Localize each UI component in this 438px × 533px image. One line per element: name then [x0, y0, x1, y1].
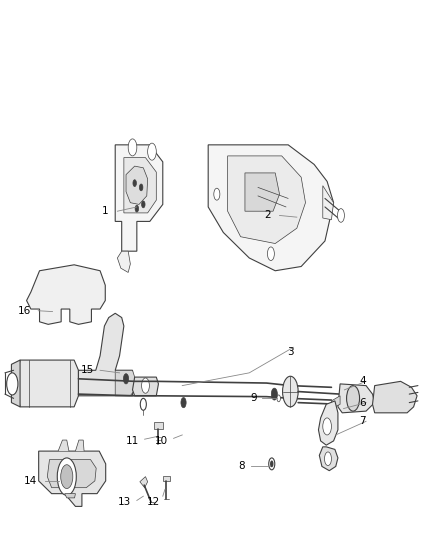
Text: 4: 4: [360, 376, 366, 386]
Polygon shape: [126, 166, 148, 204]
Circle shape: [325, 452, 332, 465]
Polygon shape: [154, 422, 163, 429]
Circle shape: [323, 418, 332, 435]
Polygon shape: [78, 313, 133, 396]
Circle shape: [338, 208, 344, 222]
Text: 9: 9: [251, 392, 257, 402]
Polygon shape: [163, 476, 170, 481]
Circle shape: [270, 461, 273, 467]
Text: 3: 3: [287, 346, 293, 357]
Polygon shape: [372, 381, 417, 413]
Polygon shape: [27, 265, 105, 325]
Circle shape: [133, 180, 136, 187]
Polygon shape: [75, 440, 84, 451]
Circle shape: [346, 385, 360, 411]
Polygon shape: [245, 173, 279, 211]
Circle shape: [141, 378, 149, 393]
Polygon shape: [115, 145, 163, 251]
Circle shape: [283, 376, 298, 407]
Text: 13: 13: [117, 497, 131, 507]
Text: 11: 11: [125, 436, 138, 446]
Polygon shape: [47, 459, 96, 488]
Polygon shape: [65, 494, 75, 498]
Text: 16: 16: [18, 306, 31, 316]
Text: 15: 15: [80, 365, 94, 375]
Circle shape: [181, 398, 186, 408]
Circle shape: [214, 188, 220, 200]
Polygon shape: [338, 384, 374, 413]
Circle shape: [61, 465, 73, 489]
Text: 14: 14: [24, 476, 37, 486]
Circle shape: [140, 398, 146, 410]
Polygon shape: [11, 360, 20, 407]
Text: 12: 12: [146, 497, 160, 507]
Circle shape: [7, 373, 18, 395]
Circle shape: [277, 395, 280, 402]
Polygon shape: [39, 451, 106, 506]
Polygon shape: [18, 360, 78, 407]
Polygon shape: [140, 477, 148, 488]
Text: 10: 10: [155, 436, 168, 446]
Circle shape: [269, 458, 275, 470]
Polygon shape: [58, 440, 69, 451]
Polygon shape: [117, 251, 131, 272]
Text: 1: 1: [102, 206, 109, 216]
Polygon shape: [319, 447, 338, 471]
Circle shape: [268, 247, 274, 261]
Polygon shape: [124, 158, 156, 213]
Circle shape: [57, 458, 76, 495]
Polygon shape: [208, 145, 334, 271]
Polygon shape: [318, 401, 338, 445]
Circle shape: [141, 201, 145, 208]
Circle shape: [128, 139, 137, 156]
Text: 7: 7: [360, 416, 366, 426]
Polygon shape: [332, 396, 340, 409]
Polygon shape: [133, 377, 159, 396]
Circle shape: [124, 374, 129, 384]
Text: 6: 6: [360, 398, 366, 408]
Text: 8: 8: [238, 462, 245, 471]
Polygon shape: [115, 370, 134, 396]
Circle shape: [135, 205, 138, 212]
Circle shape: [139, 184, 143, 191]
Polygon shape: [228, 156, 305, 244]
Circle shape: [271, 388, 277, 400]
Text: 2: 2: [264, 211, 271, 221]
Polygon shape: [323, 185, 334, 220]
Circle shape: [148, 143, 156, 160]
